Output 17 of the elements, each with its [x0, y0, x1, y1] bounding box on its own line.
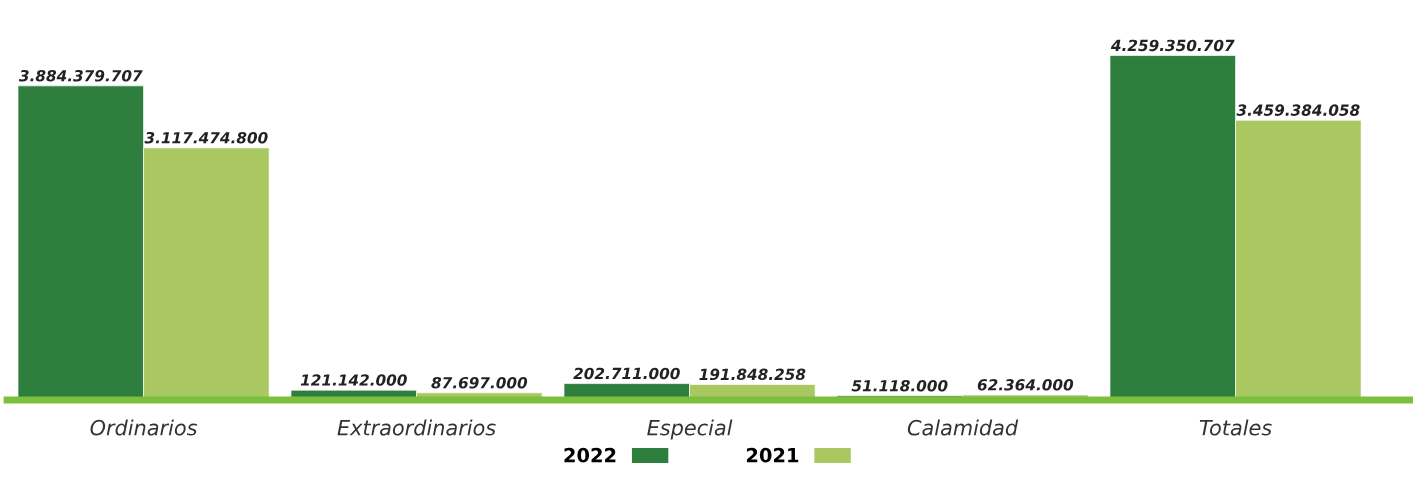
- data-label: 51.118.000: [851, 379, 948, 392]
- x-tick-label: Totales: [1199, 419, 1272, 436]
- x-tick-label: Calamidad: [907, 419, 1019, 436]
- data-label: 4.259.350.707: [1110, 39, 1235, 52]
- data-label: 3.884.379.707: [18, 69, 143, 82]
- data-label: 3.459.384.058: [1236, 104, 1360, 116]
- x-tick-label: Ordinarios: [90, 419, 198, 436]
- data-label: 3.117.474.800: [144, 131, 268, 144]
- data-label: 121.142.000: [300, 374, 407, 386]
- x-tick-label: Especial: [647, 419, 733, 440]
- x-tick-label: Extraordinarios: [337, 419, 496, 436]
- data-label: 191.848.258: [699, 368, 806, 381]
- data-label: 202.711.000: [573, 367, 680, 380]
- data-label: 87.697.000: [431, 376, 528, 389]
- legend-label: 2021: [746, 447, 799, 463]
- legend-label: 2022: [564, 447, 616, 463]
- data-label: 62.364.000: [977, 379, 1074, 391]
